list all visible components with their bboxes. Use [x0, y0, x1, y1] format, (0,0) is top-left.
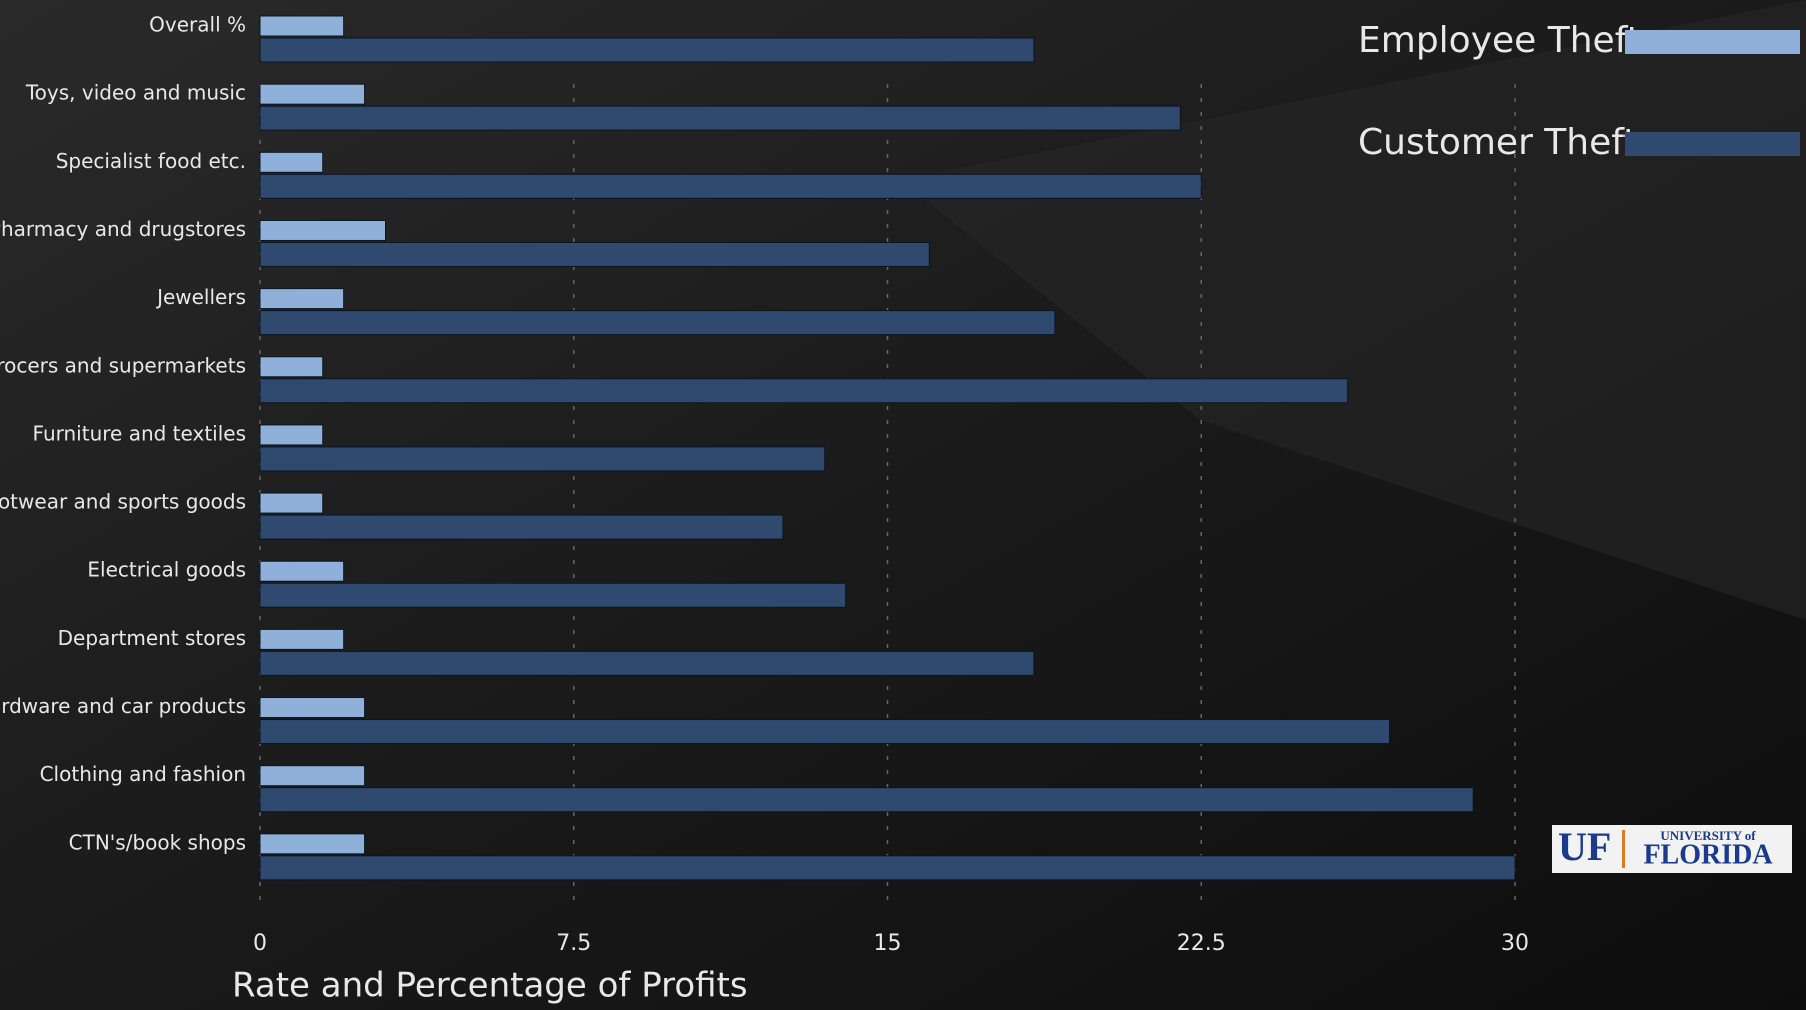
- bar: [259, 288, 345, 310]
- y-tick-label: Specialist food etc.: [56, 149, 246, 173]
- y-tick-label: Grocers and supermarkets: [0, 353, 246, 377]
- bar: [259, 219, 386, 241]
- bar: [259, 446, 826, 472]
- legend-label: Employee Theft: [1358, 20, 1641, 61]
- y-tick-label: Jewellers: [155, 285, 246, 309]
- legend-label: Customer Theft: [1358, 122, 1637, 163]
- y-tick-label: Electrical goods: [87, 558, 246, 582]
- y-tick-label: Clothing and fashion: [40, 762, 246, 786]
- bar: [259, 151, 324, 173]
- bar: [259, 833, 366, 855]
- y-tick-label: Footwear and sports goods: [0, 490, 246, 514]
- bar: [259, 15, 345, 37]
- bar: [259, 424, 324, 446]
- bar: [259, 37, 1035, 63]
- logo-box: [1552, 825, 1792, 873]
- logo-line2: FLORIDA: [1643, 839, 1773, 870]
- bar: [259, 310, 1056, 336]
- logo-mark: UF: [1558, 824, 1611, 869]
- y-tick-label: Department stores: [58, 626, 246, 650]
- bar: [259, 628, 345, 650]
- y-tick-label: CTN's/book shops: [69, 830, 246, 854]
- bar: [259, 855, 1516, 881]
- bar: [259, 105, 1181, 131]
- bar: [259, 83, 366, 105]
- y-tick-label: hardware and car products: [0, 694, 246, 718]
- x-axis-title: Rate and Percentage of Profits: [232, 966, 748, 1006]
- bar: [259, 514, 784, 540]
- x-tick-label: 30: [1501, 931, 1529, 956]
- bar: [259, 650, 1035, 676]
- bar: [259, 765, 366, 787]
- logo-line1: UNIVERSITY of: [1660, 828, 1756, 843]
- bar: [259, 719, 1390, 745]
- y-tick-label: Overall %: [149, 13, 246, 37]
- y-tick-label: Pharmacy and drugstores: [0, 217, 246, 241]
- x-tick-label: 7.5: [556, 931, 591, 956]
- bar: [259, 697, 366, 719]
- bar: [259, 356, 324, 378]
- x-tick-label: 22.5: [1177, 931, 1226, 956]
- x-tick-label: 15: [874, 931, 902, 956]
- bar: [259, 787, 1474, 813]
- legend-swatch: [1625, 30, 1800, 54]
- bar: [259, 378, 1349, 404]
- background-shape: [900, 0, 1806, 620]
- bar: [259, 241, 930, 267]
- y-tick-label: Furniture and textiles: [33, 421, 246, 445]
- logo: UF UNIVERSITY of FLORIDA: [1552, 824, 1792, 873]
- bar: [259, 173, 1202, 199]
- legend-swatch: [1625, 132, 1800, 156]
- x-tick-label: 0: [253, 931, 267, 956]
- bar: [259, 582, 847, 608]
- y-tick-label: Toys, video and music: [25, 81, 246, 105]
- bar: [259, 560, 345, 582]
- bar: [259, 492, 324, 514]
- logo-divider: [1622, 830, 1625, 868]
